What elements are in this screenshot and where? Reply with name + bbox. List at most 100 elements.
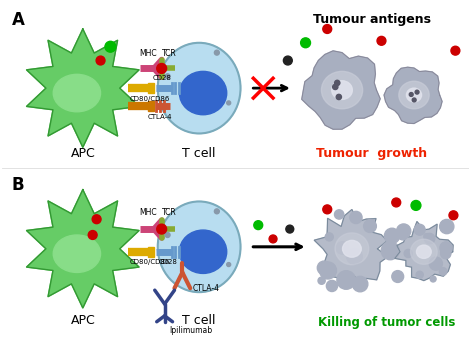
Text: APC: APC: [71, 314, 95, 327]
Text: B: B: [12, 176, 25, 194]
FancyBboxPatch shape: [148, 83, 154, 93]
Text: T cell: T cell: [182, 314, 216, 327]
Ellipse shape: [343, 240, 361, 257]
Circle shape: [411, 200, 421, 210]
Circle shape: [105, 41, 116, 52]
Circle shape: [381, 242, 399, 260]
Text: CTLA-4: CTLA-4: [192, 284, 219, 293]
Circle shape: [317, 261, 331, 275]
Circle shape: [336, 242, 348, 254]
Circle shape: [96, 56, 105, 65]
Circle shape: [425, 234, 435, 244]
Circle shape: [283, 56, 292, 65]
Circle shape: [429, 257, 442, 270]
Circle shape: [451, 46, 460, 55]
Circle shape: [323, 25, 332, 33]
Text: Tumour  growth: Tumour growth: [316, 147, 427, 160]
Circle shape: [404, 249, 412, 258]
Polygon shape: [302, 51, 380, 129]
Circle shape: [254, 221, 263, 230]
Circle shape: [441, 248, 451, 259]
Ellipse shape: [179, 71, 227, 115]
Circle shape: [88, 231, 97, 239]
Circle shape: [227, 263, 231, 267]
Circle shape: [364, 220, 376, 233]
Circle shape: [286, 225, 294, 233]
Circle shape: [157, 64, 166, 73]
Polygon shape: [27, 29, 139, 147]
FancyBboxPatch shape: [148, 247, 154, 257]
Circle shape: [392, 271, 404, 283]
Circle shape: [377, 37, 386, 45]
Circle shape: [337, 271, 356, 289]
Circle shape: [157, 224, 166, 234]
Text: TCR: TCR: [162, 208, 177, 217]
Circle shape: [384, 228, 400, 243]
Circle shape: [398, 230, 408, 240]
Ellipse shape: [53, 235, 100, 272]
Text: CTLA-4: CTLA-4: [147, 114, 172, 120]
Polygon shape: [314, 210, 388, 280]
Text: MHC: MHC: [139, 49, 157, 57]
Circle shape: [214, 209, 219, 214]
Circle shape: [415, 90, 419, 94]
Circle shape: [92, 215, 101, 224]
Ellipse shape: [321, 71, 363, 109]
Text: A: A: [12, 11, 25, 29]
Ellipse shape: [335, 233, 369, 265]
Circle shape: [392, 198, 401, 207]
FancyBboxPatch shape: [148, 101, 154, 111]
Ellipse shape: [417, 245, 431, 258]
Circle shape: [440, 242, 452, 254]
Ellipse shape: [158, 201, 240, 292]
Circle shape: [335, 210, 344, 219]
Circle shape: [350, 211, 362, 223]
Ellipse shape: [179, 230, 227, 273]
Circle shape: [335, 80, 340, 86]
Circle shape: [165, 233, 170, 238]
Circle shape: [409, 93, 413, 96]
Text: Tumour antigens: Tumour antigens: [313, 13, 430, 26]
Circle shape: [430, 276, 436, 282]
Ellipse shape: [158, 43, 240, 134]
Text: CD28: CD28: [152, 75, 171, 81]
Circle shape: [439, 219, 454, 234]
Circle shape: [214, 50, 219, 55]
Ellipse shape: [399, 81, 429, 109]
Circle shape: [323, 205, 332, 214]
Circle shape: [352, 276, 368, 292]
Text: CD28: CD28: [158, 259, 177, 265]
Ellipse shape: [332, 81, 352, 99]
Circle shape: [165, 74, 170, 79]
Circle shape: [269, 235, 277, 243]
Circle shape: [439, 268, 447, 275]
Circle shape: [227, 101, 231, 105]
Text: MHC: MHC: [139, 208, 157, 217]
Circle shape: [327, 280, 337, 291]
Text: APC: APC: [71, 147, 95, 160]
Circle shape: [318, 277, 325, 284]
Circle shape: [416, 271, 423, 278]
Circle shape: [319, 262, 337, 279]
Circle shape: [412, 98, 416, 102]
Text: T cell: T cell: [182, 147, 216, 160]
Text: TCR: TCR: [162, 49, 177, 57]
Ellipse shape: [406, 88, 421, 102]
Circle shape: [414, 224, 425, 235]
Text: Ipilimumab: Ipilimumab: [170, 326, 213, 335]
Circle shape: [336, 94, 341, 100]
Text: CD80/CD86: CD80/CD86: [130, 96, 171, 102]
Circle shape: [301, 38, 310, 48]
Polygon shape: [395, 221, 453, 281]
Polygon shape: [384, 67, 442, 123]
Polygon shape: [27, 190, 139, 308]
Circle shape: [325, 233, 333, 241]
Text: CD80/CD86: CD80/CD86: [130, 259, 171, 265]
Text: Killing of tumor cells: Killing of tumor cells: [318, 316, 455, 329]
Circle shape: [346, 249, 362, 264]
Circle shape: [449, 211, 458, 220]
Circle shape: [333, 84, 338, 90]
Circle shape: [397, 224, 411, 238]
Ellipse shape: [410, 239, 437, 264]
Circle shape: [424, 234, 429, 239]
